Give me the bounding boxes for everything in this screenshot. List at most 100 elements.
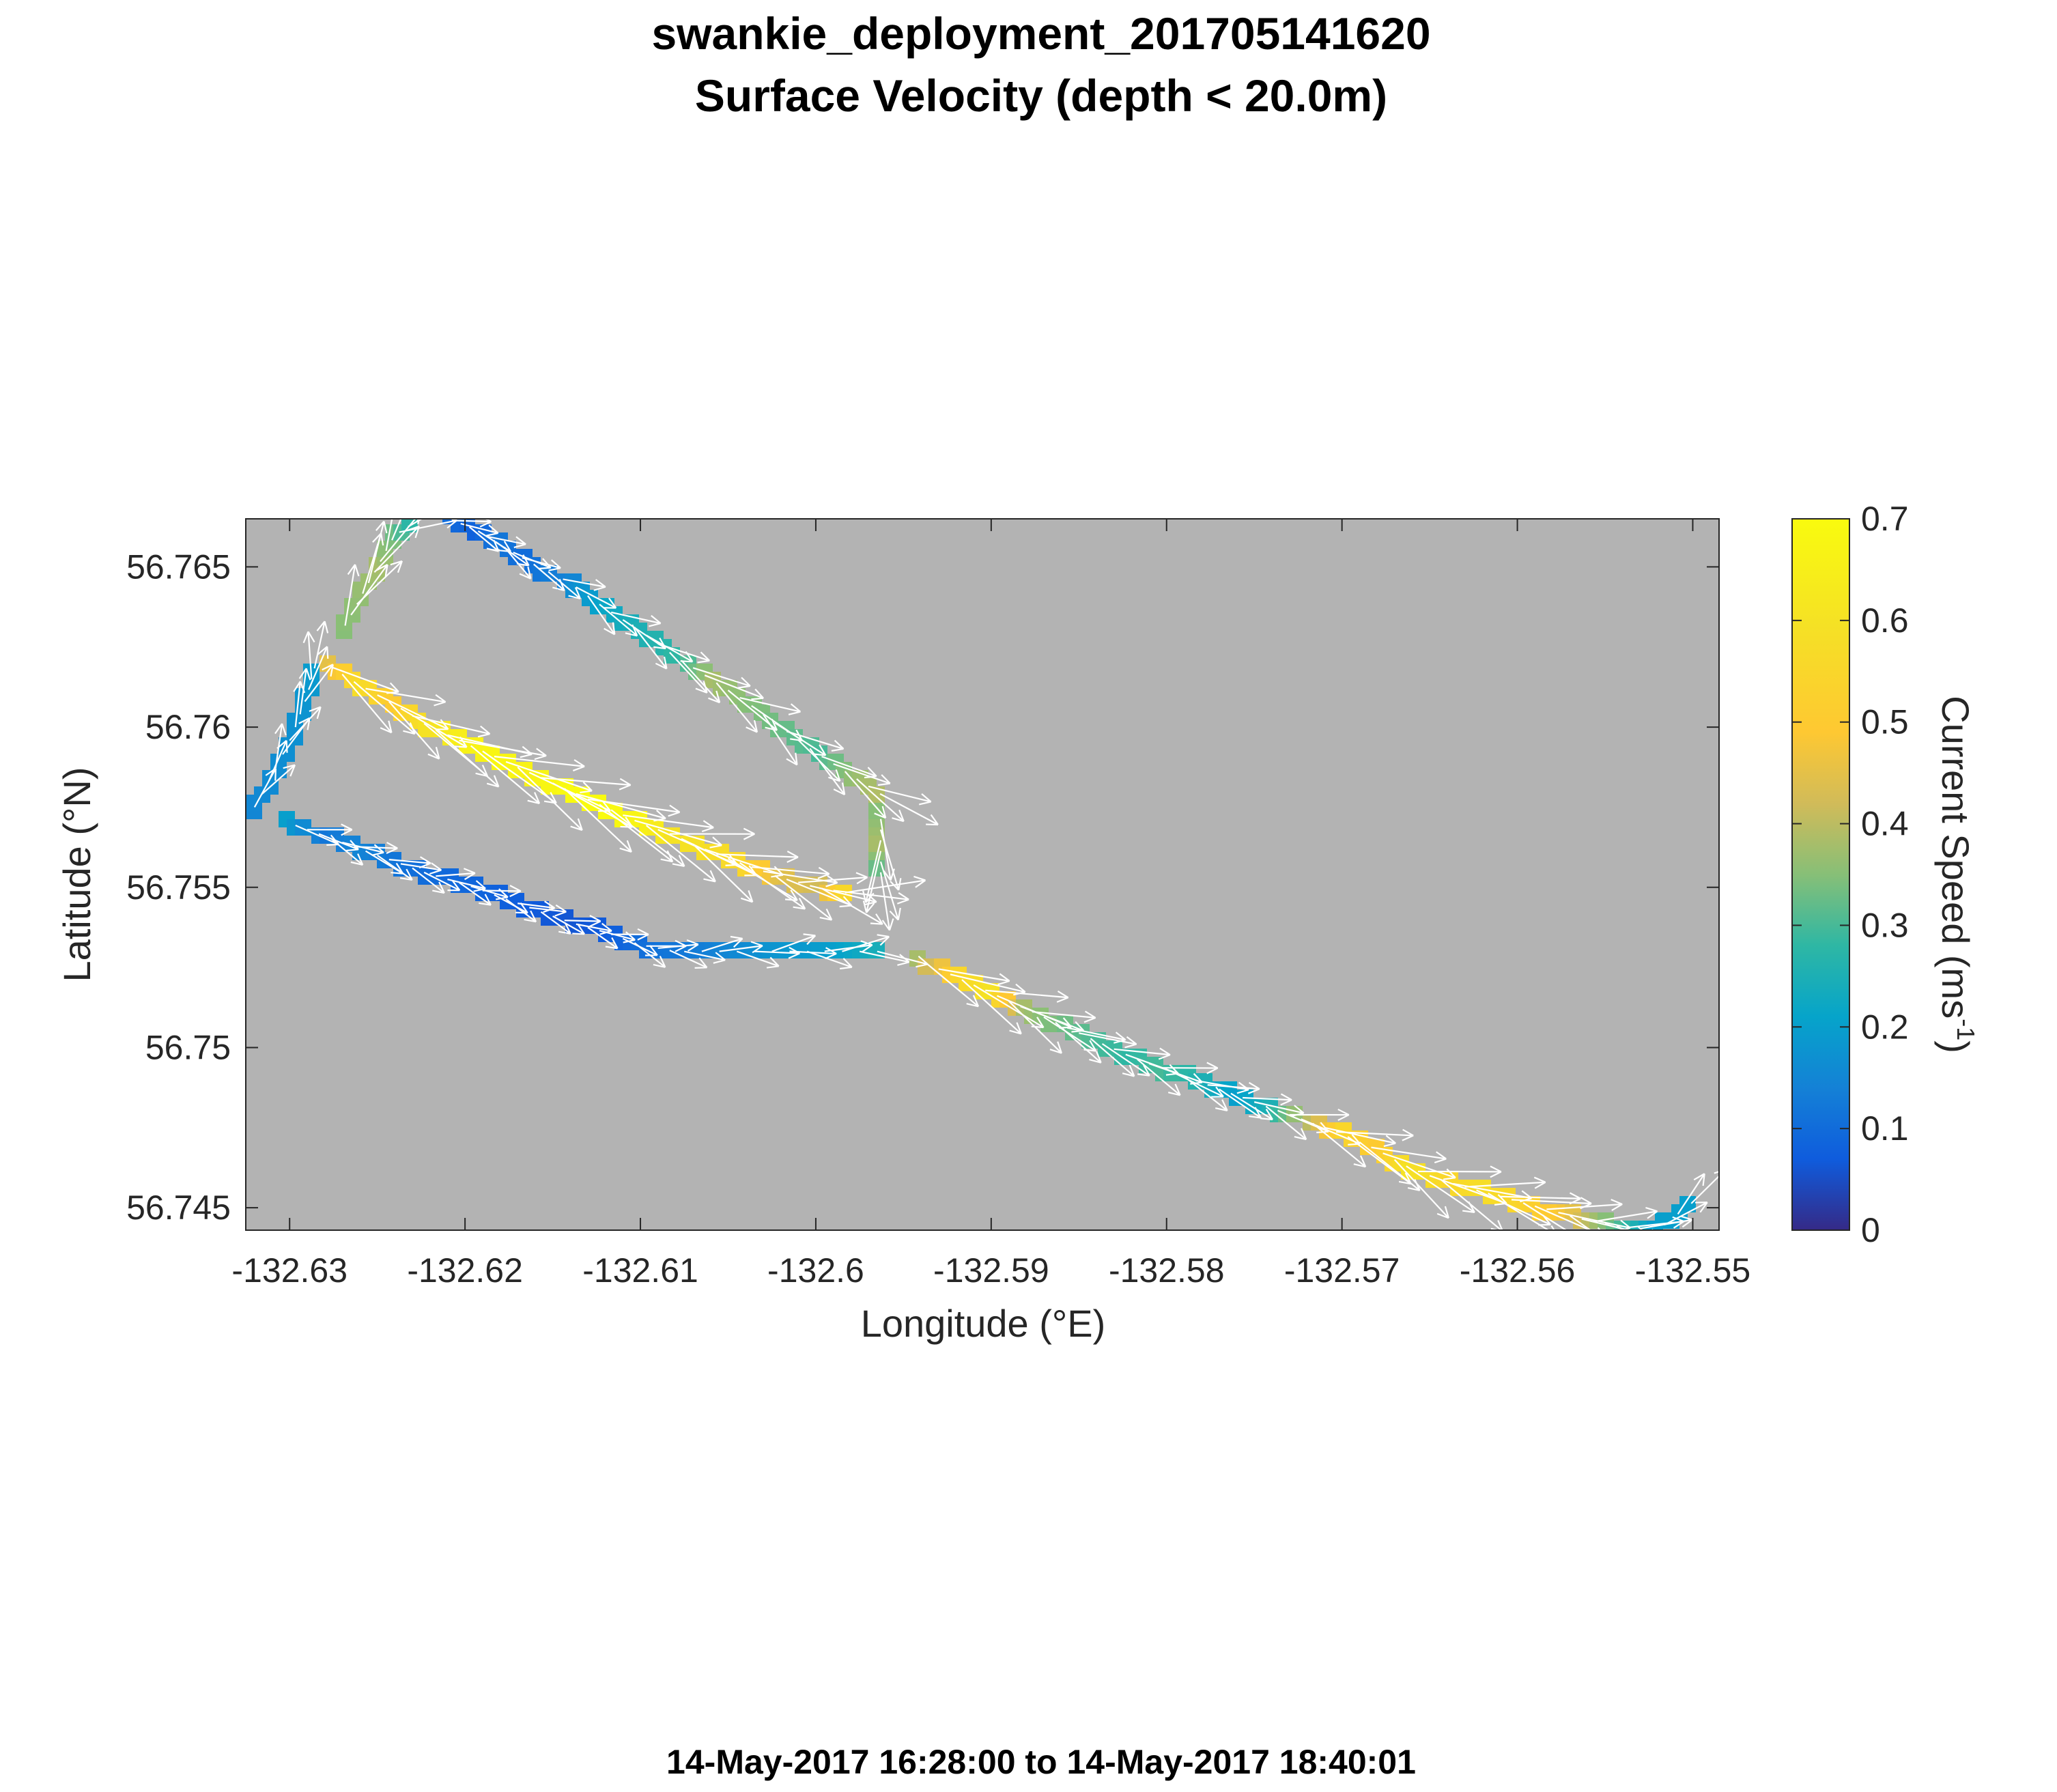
velocity-vector-layer (253, 519, 1719, 1230)
chart-title: swankie_deployment_201705141620 (651, 8, 1430, 59)
velocity-arrow (842, 934, 890, 952)
velocity-arrow (529, 904, 567, 917)
velocity-arrow (1161, 1062, 1219, 1075)
velocity-arrow (692, 667, 751, 689)
velocity-arrow (739, 862, 806, 910)
velocity-arrow (938, 968, 1010, 986)
colorbar-label: Current Speed (ms-1) (1934, 696, 1980, 1053)
velocity-arrow (844, 771, 887, 819)
velocity-arrow (274, 723, 287, 769)
velocity-arrow (400, 862, 442, 875)
velocity-arrow (307, 823, 353, 836)
velocity-arrow (385, 519, 393, 552)
velocity-arrow (877, 950, 928, 968)
velocity-arrow (356, 560, 403, 605)
x-tick-label: -132.59 (933, 1251, 1049, 1290)
x-axis-label: Longitude (°E) (861, 1302, 1106, 1345)
velocity-arrow (587, 595, 616, 636)
velocity-arrow (423, 871, 461, 892)
velocity-arrow (563, 578, 606, 591)
velocity-arrow (1593, 1206, 1658, 1223)
velocity-arrow (505, 898, 537, 923)
y-tick-label: 56.76 (145, 708, 231, 746)
x-axis: -132.63 -132.62 -132.61 -132.6 -132.59 -132.5… (231, 519, 1750, 1290)
velocity-arrow (634, 627, 668, 670)
y-tick-label: 56.75 (145, 1028, 231, 1066)
velocity-arrow (1604, 1223, 1628, 1230)
velocity-arrow (289, 706, 322, 741)
y-axis: 56.745 56.75 56.755 56.76 56.765 (126, 547, 1719, 1227)
velocity-arrow (563, 788, 632, 853)
colorbar-label-text: Current Speed (ms (1934, 696, 1977, 1019)
velocity-arrow (824, 940, 873, 953)
velocity-arrow (552, 915, 586, 935)
velocity-arrow (1534, 1205, 1602, 1230)
velocity-arrow (751, 866, 830, 879)
speed-cell (295, 819, 311, 836)
velocity-arrow (1690, 1171, 1719, 1204)
colorbar (1791, 518, 1850, 1231)
velocity-arrow (1569, 1214, 1592, 1230)
y-tick-label: 56.765 (126, 547, 231, 586)
velocity-arrow (447, 878, 486, 892)
velocity-arrow (540, 911, 571, 935)
velocity-arrow (762, 713, 798, 766)
velocity-arrow (1464, 1176, 1546, 1189)
velocity-arrow (1371, 1146, 1447, 1164)
colorbar-tick-label: 0.3 (1861, 906, 1909, 944)
colorbar-tick-label: 0.7 (1861, 500, 1909, 538)
velocity-arrow (313, 621, 329, 669)
y-tick-label: 56.755 (126, 868, 231, 907)
velocity-arrow (845, 875, 926, 894)
velocity-arrow (1243, 1093, 1292, 1106)
velocity-arrow (879, 819, 895, 881)
velocity-arrow (879, 872, 894, 931)
velocity-arrow (821, 887, 883, 925)
velocity-arrow (1090, 1038, 1135, 1077)
speed-cell (868, 836, 885, 852)
velocity-arrow (692, 843, 754, 903)
velocity-arrow (736, 950, 780, 969)
y-axis-label: Latitude (°N) (55, 767, 98, 982)
velocity-arrow (412, 867, 445, 894)
velocity-arrow (1382, 1152, 1456, 1180)
velocity-arrow (879, 829, 902, 891)
velocity-arrow (1664, 1201, 1708, 1226)
velocity-arrow (367, 520, 388, 584)
velocity-arrow (576, 586, 617, 609)
colorbar-tick-label: 0.1 (1861, 1109, 1909, 1148)
velocity-arrow (564, 915, 601, 928)
velocity-arrow (341, 673, 393, 734)
velocity-arrow (587, 926, 619, 950)
velocity-arrow (436, 868, 476, 881)
velocity-arrow (806, 950, 853, 970)
velocity-arrow (1336, 1128, 1414, 1141)
velocity-arrow (1324, 1126, 1396, 1148)
velocity-arrow (1032, 1010, 1096, 1023)
velocity-arrow (1008, 1000, 1063, 1054)
velocity-arrow (458, 881, 492, 906)
velocity-arrow (1079, 1032, 1137, 1049)
velocity-arrow (611, 928, 649, 941)
velocity-arrow (541, 777, 632, 791)
velocity-arrow (408, 519, 423, 528)
velocity-arrow (1417, 1165, 1502, 1178)
velocity-arrow (460, 522, 499, 537)
x-tick-label: -132.61 (582, 1251, 698, 1290)
velocity-arrow (798, 872, 868, 885)
velocity-arrow (435, 729, 500, 788)
velocity-arrow (487, 535, 526, 548)
velocity-arrow (879, 861, 901, 921)
x-tick-label: -132.58 (1109, 1251, 1225, 1290)
velocity-arrow (302, 631, 315, 679)
velocity-arrow (657, 939, 699, 952)
colorbar-tick-label: 0.2 (1861, 1008, 1909, 1046)
velocity-arrow (634, 942, 666, 968)
velocity-arrow (1265, 1105, 1307, 1141)
velocity-arrow (715, 682, 758, 733)
velocity-arrow (985, 989, 1069, 1003)
velocity-arrow (1101, 1043, 1150, 1077)
colorbar-tick-label: 0.5 (1861, 703, 1909, 741)
velocity-arrow (634, 819, 722, 849)
velocity-arrow (669, 950, 708, 969)
